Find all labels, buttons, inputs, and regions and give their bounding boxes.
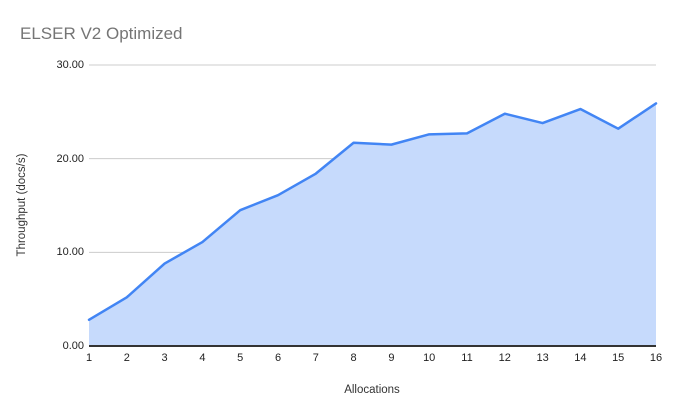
- series-line: [87, 102, 658, 322]
- chart-title: ELSER V2 Optimized: [20, 24, 183, 43]
- x-tick-label: 2: [123, 352, 130, 364]
- y-tick-label: 30.00: [56, 59, 84, 71]
- x-tick-label: 4: [199, 352, 206, 364]
- x-tick-label: 14: [574, 352, 587, 364]
- x-tick-label: 12: [498, 352, 511, 364]
- area-fill: [89, 103, 656, 346]
- x-axis-title: Allocations: [344, 384, 400, 396]
- x-tick-label: 10: [423, 352, 436, 364]
- x-tick-label: 9: [388, 352, 395, 364]
- x-tick-label: 6: [274, 352, 282, 364]
- x-tick-label: 11: [461, 352, 473, 364]
- y-tick-label: 10.00: [56, 246, 84, 259]
- x-tick-label: 1: [85, 352, 93, 364]
- x-tick-label: 15: [612, 352, 625, 364]
- x-tick-label: 13: [536, 352, 549, 364]
- x-tick-label: 5: [237, 352, 244, 364]
- x-tick-label: 3: [161, 352, 168, 364]
- x-tick-label: 16: [649, 352, 663, 364]
- x-tick-label: 8: [350, 352, 357, 364]
- y-tick-label: 0.00: [62, 340, 84, 352]
- y-tick-label: 20.00: [56, 152, 84, 165]
- x-tick-label: 7: [312, 352, 319, 364]
